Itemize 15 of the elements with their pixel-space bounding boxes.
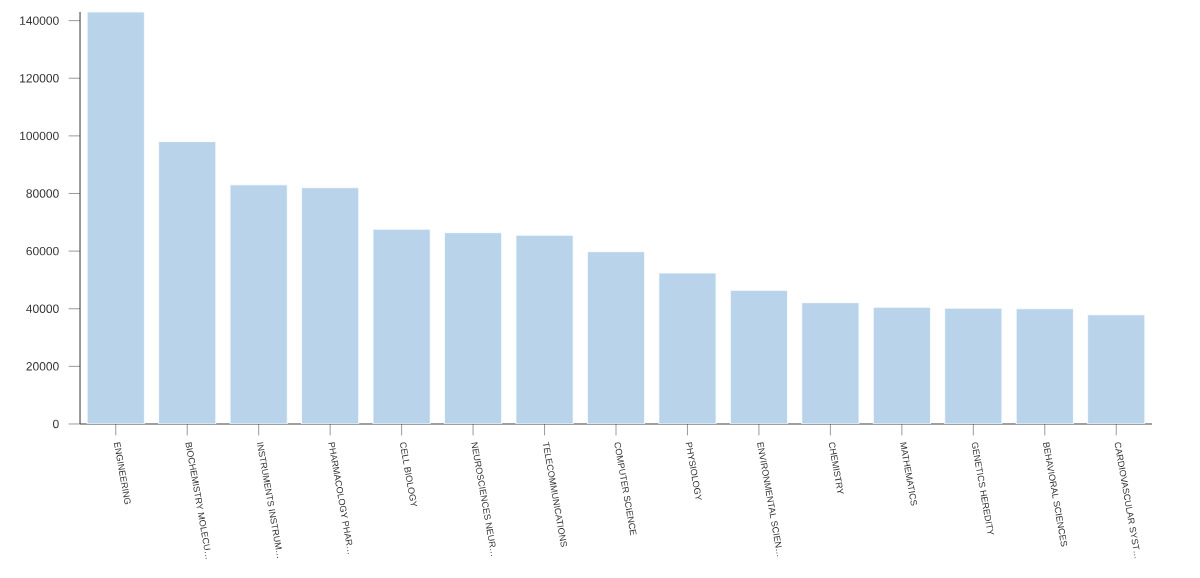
bar	[1087, 314, 1146, 424]
bar	[872, 306, 931, 424]
bar	[801, 302, 860, 424]
bar	[372, 228, 431, 424]
bar	[587, 251, 645, 424]
bar	[658, 272, 717, 424]
bar	[86, 11, 145, 424]
bar	[944, 307, 1003, 424]
bar	[1015, 308, 1074, 424]
bar	[229, 184, 288, 424]
bar	[444, 232, 503, 424]
bar	[301, 187, 360, 424]
bar	[158, 141, 217, 424]
bar	[515, 234, 574, 424]
bar	[729, 289, 788, 424]
